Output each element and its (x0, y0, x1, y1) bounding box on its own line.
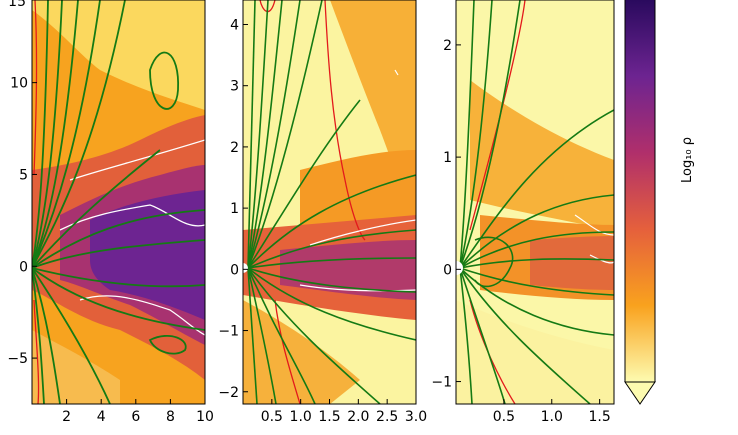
panel-middle: 0.5 1.0 1.5 2.0 2.5 3.0 −2 −1 0 1 2 3 4 (218, 0, 427, 425)
middle-xtick-label: 0.5 (261, 409, 283, 425)
right-xtick-label: 1.5 (589, 409, 611, 425)
middle-xtick-label: 2.5 (376, 409, 398, 425)
panel-left: 2 4 6 8 10 −5 0 5 10 15 (7, 0, 214, 425)
left-xtick-label: 10 (196, 409, 214, 425)
middle-ytick-label: 1 (230, 201, 239, 217)
middle-xtick-label: 1.5 (318, 409, 340, 425)
middle-xtick-label: 2.0 (347, 409, 369, 425)
middle-xtick-label: 3.0 (405, 409, 427, 425)
left-ytick-label: 0 (19, 259, 28, 275)
right-xtick-label: 1.0 (541, 409, 563, 425)
left-ytick-label: 10 (10, 76, 28, 92)
left-panel-top-label: 15 (8, 0, 26, 10)
middle-ytick-label: 2 (230, 140, 239, 156)
middle-ytick-label: 0 (230, 262, 239, 278)
middle-ytick-label: 3 (230, 79, 239, 95)
right-ytick-label: 2 (443, 38, 452, 54)
colorbar-label: Log₁₀ ρ (680, 137, 695, 183)
right-xtick-label: 0.5 (493, 409, 515, 425)
colorbar-extend-arrow (624, 381, 656, 405)
left-ytick-label: 5 (19, 167, 28, 183)
left-xtick-label: 6 (131, 409, 140, 425)
middle-xtick-label: 1.0 (290, 409, 312, 425)
left-xtick-label: 4 (97, 409, 106, 425)
middle-ytick-label: 4 (230, 17, 239, 33)
left-xtick-label: 8 (166, 409, 175, 425)
left-ytick-label: −5 (7, 351, 28, 367)
right-ytick-label: −1 (431, 375, 452, 391)
colorbar-gradient (625, 0, 655, 382)
left-xtick-label: 2 (62, 409, 71, 425)
middle-ytick-label: −2 (218, 385, 239, 401)
colorbar: Log₁₀ ρ (624, 0, 695, 405)
middle-ytick-label: −1 (218, 324, 239, 340)
right-ytick-label: 0 (443, 262, 452, 278)
panel-right: 0.5 1.0 1.5 −1 0 1 2 (431, 0, 615, 425)
right-ytick-label: 1 (443, 150, 452, 166)
